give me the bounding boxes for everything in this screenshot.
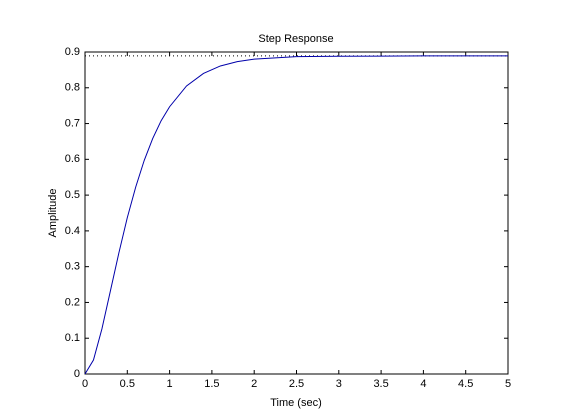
y-tick-label: 0.2 [65,296,80,308]
y-axis-label: Amplitude [47,189,59,238]
y-tick-label: 0.3 [65,261,80,273]
y-tick-label: 0.1 [65,332,80,344]
x-tick-label: 5 [505,378,511,390]
plot-frame [84,51,509,375]
x-tick-label: 4 [420,378,426,390]
x-tick-label: 0.5 [120,378,135,390]
x-tick-label: 4.5 [458,378,473,390]
y-tick-label: 0.5 [65,189,80,201]
y-tick-label: 0.9 [65,46,80,58]
x-tick-label: 3 [336,378,342,390]
x-tick-label: 1 [167,378,173,390]
y-tick-label: 0.8 [65,82,80,94]
y-tick-label: 0 [74,368,80,380]
x-tick-label: 0 [82,378,88,390]
x-axis-label: Time (sec) [270,397,322,409]
chart-title: Step Response [258,33,333,45]
y-tick-label: 0.4 [65,225,80,237]
x-tick-label: 2.5 [289,378,304,390]
x-tick-label: 1.5 [204,378,219,390]
x-tick-label: 3.5 [373,378,388,390]
y-tick-label: 0.7 [65,117,80,129]
y-tick-label: 0.6 [65,153,80,165]
x-tick-label: 2 [251,378,257,390]
series-line [84,55,508,375]
